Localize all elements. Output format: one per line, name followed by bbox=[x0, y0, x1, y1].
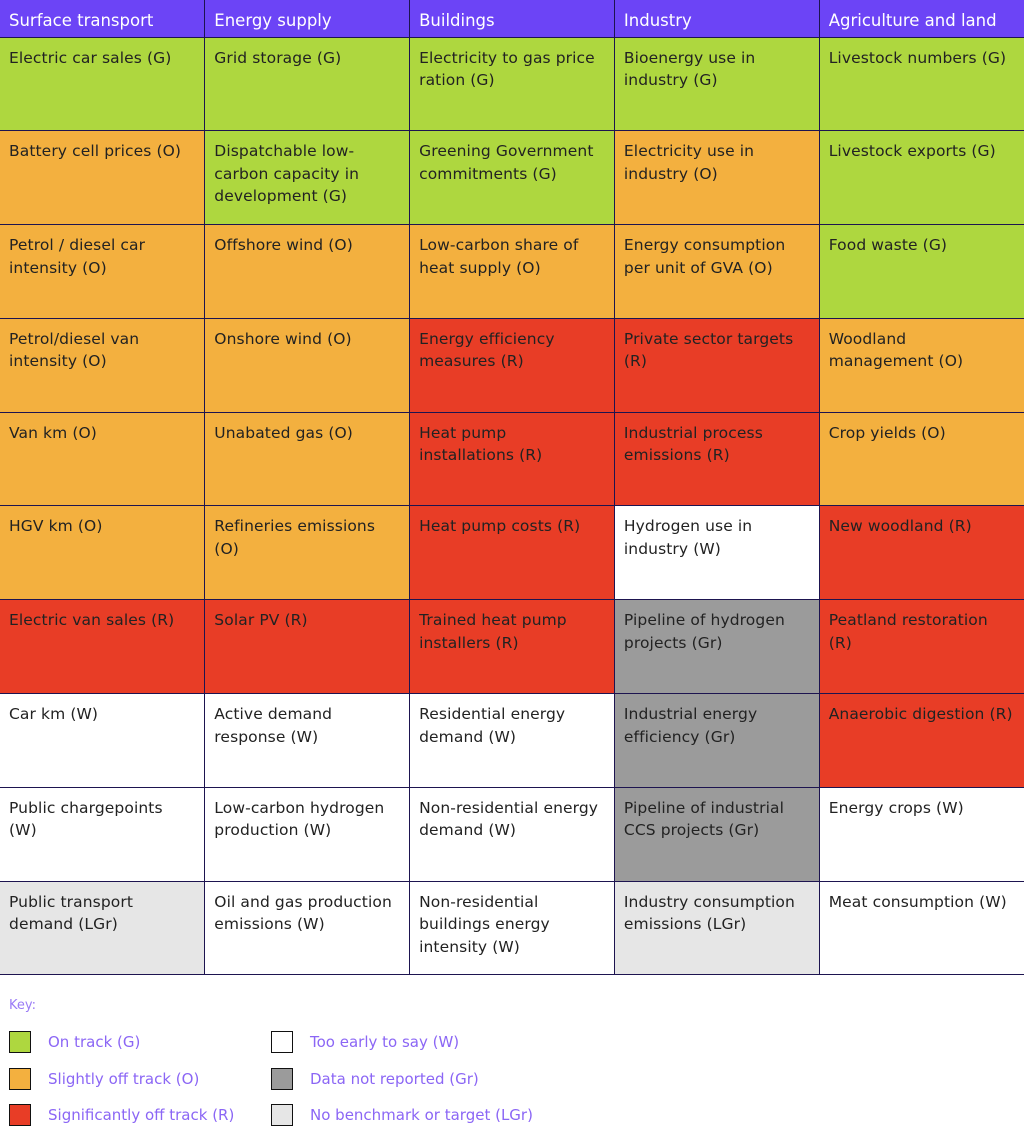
indicator-cell: Bioenergy use in industry (G) bbox=[613, 36, 820, 132]
indicator-cell: Industrial energy efficiency (Gr) bbox=[613, 693, 820, 788]
indicator-cell: Offshore wind (O) bbox=[204, 224, 411, 319]
indicator-cell: Solar PV (R) bbox=[204, 599, 411, 695]
indicator-cell: Peatland restoration (R) bbox=[818, 599, 1024, 695]
indicator-cell: Battery cell prices (O) bbox=[0, 130, 206, 226]
column-header: Agriculture and land bbox=[818, 0, 1024, 38]
legend-item: Too early to say (W) bbox=[271, 1031, 459, 1053]
indicator-cell: Heat pump costs (R) bbox=[409, 505, 615, 601]
indicator-cell: Petrol/diesel van intensity (O) bbox=[0, 317, 206, 413]
legend-label: On track (G) bbox=[48, 1033, 141, 1051]
indicator-cell: Pipeline of industrial CCS projects (Gr) bbox=[613, 786, 820, 882]
table-row: Electric van sales (R) Solar PV (R) Traine… bbox=[0, 599, 1024, 695]
legend-swatch bbox=[271, 1104, 293, 1126]
indicator-cell: Car km (W) bbox=[0, 693, 206, 788]
table-row: Petrol / diesel car intensity (O) Offshor… bbox=[0, 224, 1024, 319]
table-row: Electric car sales (G) Grid storage (G) El… bbox=[0, 36, 1024, 132]
table-row: Petrol/diesel van intensity (O) Onshore w… bbox=[0, 317, 1024, 413]
indicator-cell: Trained heat pump installers (R) bbox=[409, 599, 615, 695]
indicator-cell: Public chargepoints (W) bbox=[0, 786, 206, 882]
column-header: Buildings bbox=[409, 0, 615, 38]
indicator-cell: Electricity to gas price ration (G) bbox=[409, 36, 615, 132]
legend-item: Data not reported (Gr) bbox=[271, 1067, 479, 1090]
indicator-cell: Food waste (G) bbox=[818, 224, 1024, 319]
indicator-cell: Woodland management (O) bbox=[818, 317, 1024, 413]
indicator-cell: Low-carbon hydrogen production (W) bbox=[204, 786, 411, 882]
indicator-cell: Oil and gas production emissions (W) bbox=[204, 880, 411, 976]
indicator-cell: Industrial process emissions (R) bbox=[613, 411, 820, 507]
table-row: Public transport demand (LGr) Oil and gas… bbox=[0, 880, 1024, 976]
indicator-cell: Energy crops (W) bbox=[818, 786, 1024, 882]
indicator-cell: Refineries emissions (O) bbox=[204, 505, 411, 601]
legend-swatch bbox=[9, 1104, 31, 1126]
legend-swatch bbox=[9, 1067, 31, 1090]
legend-item: On track (G) bbox=[9, 1031, 140, 1053]
indicator-cell: HGV km (O) bbox=[0, 505, 206, 601]
indicator-cell: Livestock numbers (G) bbox=[818, 36, 1024, 132]
indicator-cell: Greening Government commitments (G) bbox=[409, 130, 615, 226]
table-row: Car km (W) Active demand response (W) Resi… bbox=[0, 693, 1024, 788]
indicator-cell: Anaerobic digestion (R) bbox=[818, 693, 1024, 788]
indicator-cell: Dispatchable low-carbon capacity in deve… bbox=[204, 130, 411, 226]
indicator-cell: Public transport demand (LGr) bbox=[0, 880, 206, 976]
indicator-cell: Meat consumption (W) bbox=[818, 880, 1024, 976]
indicator-cell: Onshore wind (O) bbox=[204, 317, 411, 413]
indicator-cell: Pipeline of hydrogen projects (Gr) bbox=[613, 599, 820, 695]
table-row: Battery cell prices (O) Dispatchable low-… bbox=[0, 130, 1024, 226]
indicator-cell: Non-residential buildings energy intensi… bbox=[409, 880, 615, 976]
indicator-cell: Crop yields (O) bbox=[818, 411, 1024, 507]
indicator-cell: Grid storage (G) bbox=[204, 36, 411, 132]
legend-swatch bbox=[271, 1067, 293, 1090]
column-header: Energy supply bbox=[204, 0, 411, 38]
indicator-cell: Van km (O) bbox=[0, 411, 206, 507]
indicator-cell: Hydrogen use in industry (W) bbox=[613, 505, 820, 601]
indicator-cell: Residential energy demand (W) bbox=[409, 693, 615, 788]
indicator-cell: Energy efficiency measures (R) bbox=[409, 317, 615, 413]
indicator-cell: Electricity use in industry (O) bbox=[613, 130, 820, 226]
column-header: Surface transport bbox=[0, 0, 206, 38]
legend-item: Slightly off track (O) bbox=[9, 1067, 200, 1090]
indicator-cell: Industry consumption emissions (LGr) bbox=[613, 880, 820, 976]
key-title: Key: bbox=[9, 998, 37, 1013]
legend-label: Data not reported (Gr) bbox=[310, 1069, 479, 1088]
indicator-cell: Non-residential energy demand (W) bbox=[409, 786, 615, 882]
indicator-cell: Low-carbon share of heat supply (O) bbox=[409, 224, 615, 319]
indicator-cell: Heat pump installations (R) bbox=[409, 411, 615, 507]
progress-indicator-table: Surface transport Energy supply Buildings I… bbox=[0, 0, 1024, 976]
table-row: Public chargepoints (W) Low-carbon hydrog… bbox=[0, 786, 1024, 882]
indicator-cell: Electric van sales (R) bbox=[0, 599, 206, 695]
table-row: Van km (O) Unabated gas (O) Heat pump inst… bbox=[0, 411, 1024, 507]
legend-swatch bbox=[9, 1031, 31, 1053]
legend-swatch bbox=[271, 1031, 293, 1053]
legend-label: No benchmark or target (LGr) bbox=[310, 1106, 533, 1124]
header-row: Surface transport Energy supply Buildings I… bbox=[0, 0, 1024, 38]
indicator-cell: Active demand response (W) bbox=[204, 693, 411, 788]
legend-label: Too early to say (W) bbox=[310, 1033, 460, 1051]
legend-item: No benchmark or target (LGr) bbox=[271, 1104, 533, 1126]
legend-item: Significantly off track (R) bbox=[9, 1104, 234, 1126]
column-header: Industry bbox=[613, 0, 820, 38]
indicator-cell: Private sector targets (R) bbox=[613, 317, 820, 413]
indicator-cell: New woodland (R) bbox=[818, 505, 1024, 601]
indicator-cell: Petrol / diesel car intensity (O) bbox=[0, 224, 206, 319]
indicator-cell: Energy consumption per unit of GVA (O) bbox=[613, 224, 820, 319]
table-row: HGV km (O) Refineries emissions (O) Heat p… bbox=[0, 505, 1024, 601]
indicator-cell: Electric car sales (G) bbox=[0, 36, 206, 132]
indicator-cell: Unabated gas (O) bbox=[204, 411, 411, 507]
indicator-cell: Livestock exports (G) bbox=[818, 130, 1024, 226]
legend-label: Significantly off track (R) bbox=[48, 1106, 235, 1124]
legend-label: Slightly off track (O) bbox=[48, 1069, 200, 1088]
